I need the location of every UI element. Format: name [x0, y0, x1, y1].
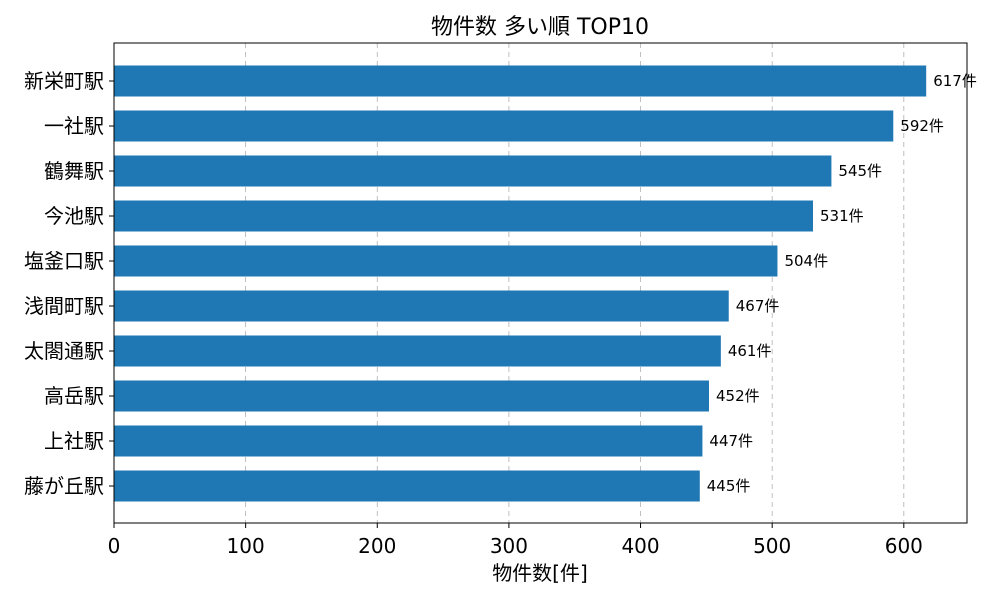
plot-frame [113, 42, 968, 524]
data-label: 461件 [728, 342, 772, 360]
data-label: 447件 [709, 432, 753, 450]
bars [114, 65, 927, 502]
category-label: 浅間町駅 [24, 294, 104, 318]
category-label: 鶴舞駅 [44, 159, 104, 183]
category-label: 太閤通駅 [24, 339, 104, 363]
category-label: 一社駅 [44, 114, 104, 138]
data-label: 545件 [838, 162, 882, 180]
bar [114, 335, 721, 367]
x-tick-label: 500 [753, 534, 791, 558]
data-label: 592件 [900, 117, 944, 135]
x-tick-label: 600 [885, 534, 923, 558]
bar [114, 65, 927, 97]
x-tick-label: 300 [490, 534, 528, 558]
bar [114, 155, 832, 187]
category-label: 高岳駅 [44, 384, 104, 408]
x-tick-label: 0 [108, 534, 121, 558]
data-label: 531件 [820, 207, 864, 225]
category-label: 今池駅 [44, 204, 104, 228]
bar [114, 200, 813, 232]
category-label: 上社駅 [44, 429, 104, 453]
bar [114, 380, 709, 412]
bar [114, 245, 778, 277]
bar [114, 425, 703, 457]
x-axis-label: 物件数[件] [492, 561, 588, 585]
category-label: 藤が丘駅 [24, 474, 104, 498]
data-label: 452件 [716, 387, 760, 405]
x-tick-label: 400 [621, 534, 659, 558]
data-label: 467件 [736, 297, 780, 315]
bar [114, 470, 700, 502]
data-label: 445件 [707, 477, 751, 495]
category-label: 新栄町駅 [24, 69, 104, 93]
chart-title: 物件数 多い順 TOP10 [431, 15, 649, 40]
x-tick-label: 100 [227, 534, 265, 558]
x-tick-label: 200 [358, 534, 396, 558]
category-label: 塩釜口駅 [24, 249, 104, 273]
axis-ticks [109, 80, 905, 528]
data-label: 617件 [933, 72, 977, 90]
bar [114, 110, 894, 142]
bar [114, 290, 729, 322]
data-label: 504件 [784, 252, 828, 270]
